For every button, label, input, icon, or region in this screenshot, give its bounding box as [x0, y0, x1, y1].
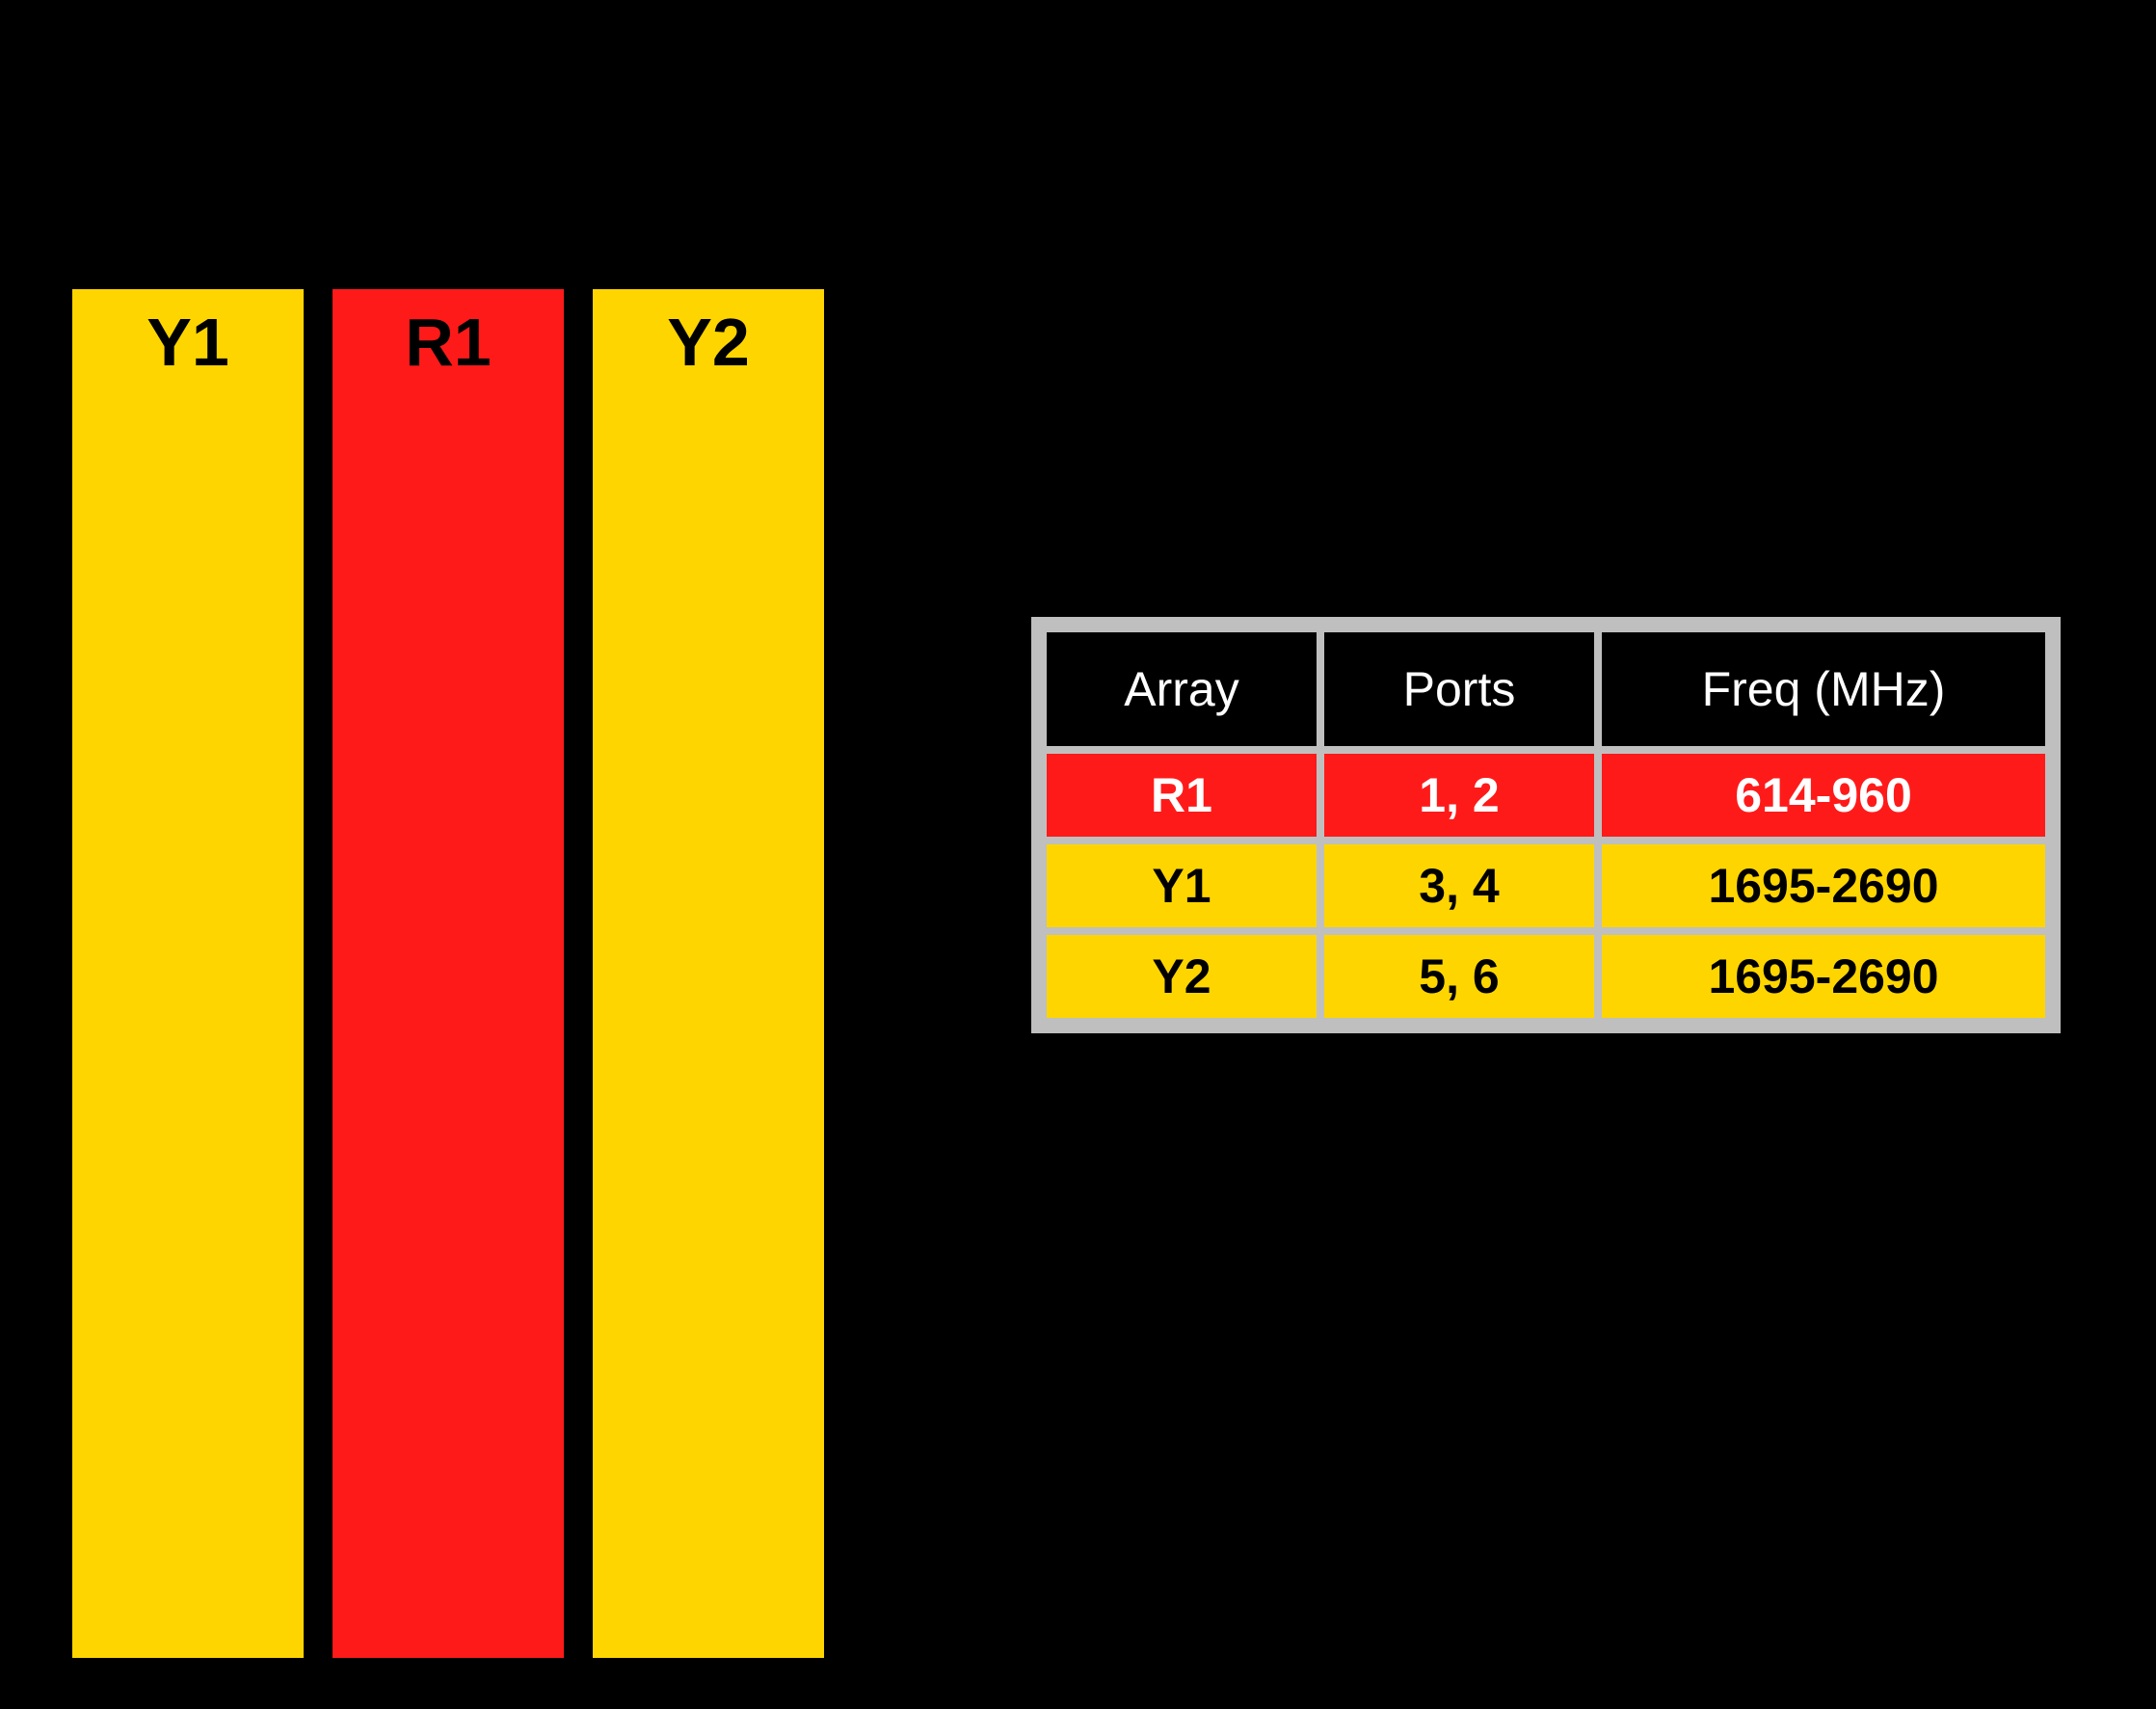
antenna-column-r1: R1	[333, 289, 564, 1658]
table-row: Y2 5, 6 1695-2690	[1047, 935, 2045, 1018]
table-row: Y1 3, 4 1695-2690	[1047, 844, 2045, 927]
title-line-1: Top of antenna	[77, 0, 654, 80]
table-header-row: Array Ports Freq (MHz)	[1047, 632, 2045, 746]
cell-ports: 1, 2	[1324, 754, 1594, 837]
cell-array: R1	[1047, 754, 1317, 837]
antenna-column-label: Y2	[667, 305, 750, 380]
cell-freq: 614-960	[1602, 754, 2045, 837]
cell-freq: 1695-2690	[1602, 844, 2045, 927]
header-array: Array	[1047, 632, 1317, 746]
title-line-2: Viewed from rear	[77, 80, 654, 160]
cell-ports: 3, 4	[1324, 844, 1594, 927]
table-row: R1 1, 2 614-960	[1047, 754, 2045, 837]
title-block: Top of antenna Viewed from rear	[77, 0, 654, 160]
antenna-column-y2: Y2	[593, 289, 824, 1658]
cell-array: Y1	[1047, 844, 1317, 927]
header-ports: Ports	[1324, 632, 1594, 746]
antenna-column-y1: Y1	[72, 289, 304, 1658]
antenna-column-label: R1	[405, 305, 491, 380]
cell-array: Y2	[1047, 935, 1317, 1018]
cell-ports: 5, 6	[1324, 935, 1594, 1018]
cell-freq: 1695-2690	[1602, 935, 2045, 1018]
frequency-table: Array Ports Freq (MHz) R1 1, 2 614-960 Y…	[1039, 625, 2053, 1026]
header-freq: Freq (MHz)	[1602, 632, 2045, 746]
antenna-column-label: Y1	[146, 305, 229, 380]
antenna-diagram: Y1 R1 Y2	[29, 260, 867, 1687]
frequency-table-wrap: Array Ports Freq (MHz) R1 1, 2 614-960 Y…	[1031, 617, 2061, 1033]
